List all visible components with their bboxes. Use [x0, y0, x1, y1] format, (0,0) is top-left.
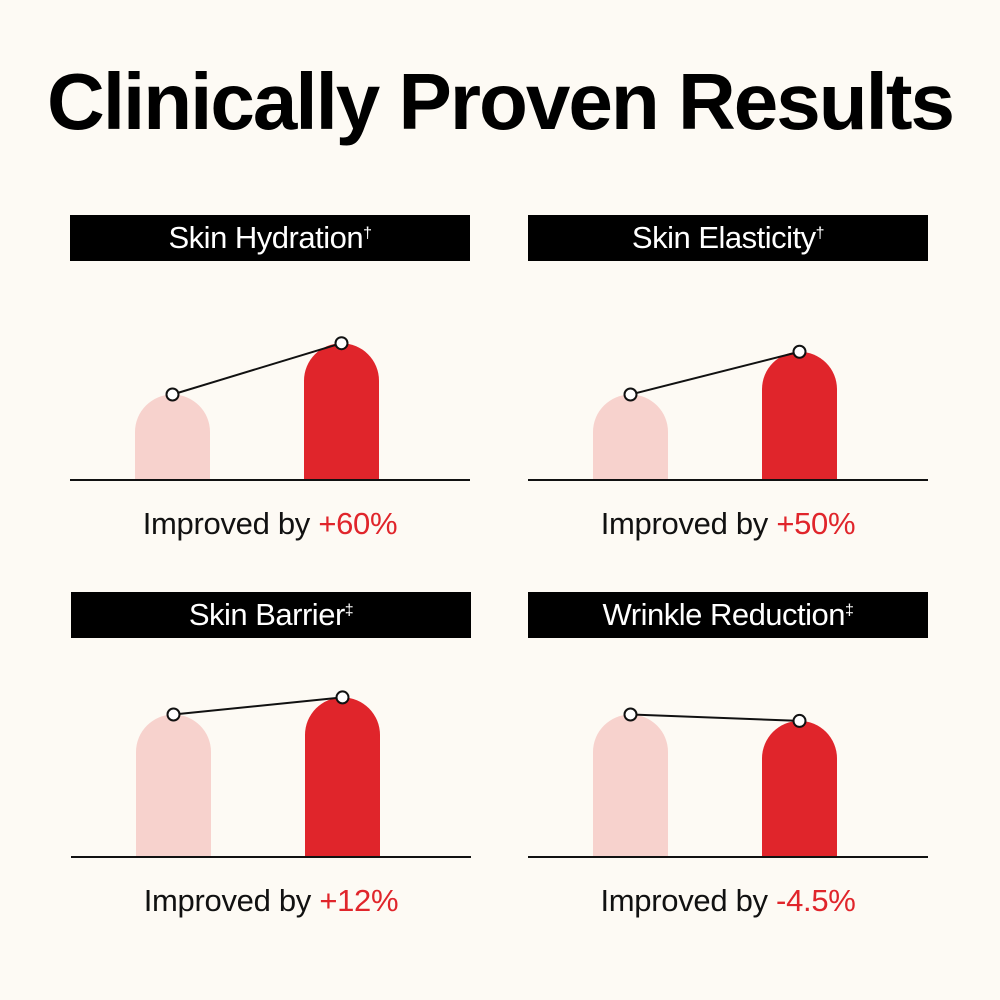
caption-prefix: Improved by [142, 506, 319, 541]
panel-label: Wrinkle Reduction [602, 597, 846, 632]
footnote-mark: ‡ [344, 602, 354, 619]
panel-header: Skin Hydration† [70, 215, 470, 261]
bar-before [135, 394, 210, 480]
marker-before [623, 707, 638, 722]
bar-chart [528, 344, 928, 481]
bar-after [305, 697, 380, 857]
panel-header: Skin Elasticity† [528, 215, 928, 261]
panel-skin-elasticity: Skin Elasticity† Improved by +50% [528, 215, 928, 555]
improvement-value: -4.5% [776, 883, 856, 918]
trend-line [173, 696, 343, 716]
trend-line [172, 342, 342, 396]
bar-before [593, 714, 668, 857]
footnote-mark: † [363, 225, 372, 242]
marker-before [165, 387, 180, 402]
marker-after [792, 713, 807, 728]
bar-chart [71, 690, 471, 858]
improvement-caption: Improved by +60% [70, 506, 470, 542]
caption-prefix: Improved by [600, 506, 777, 541]
improvement-value: +50% [776, 506, 856, 541]
bar-after [304, 343, 379, 480]
bar-after [762, 720, 837, 857]
footnote-mark: † [815, 225, 825, 242]
bar-before [136, 714, 211, 857]
panel-label: Skin Hydration [168, 220, 364, 255]
improvement-value: +60% [318, 506, 398, 541]
improvement-caption: Improved by +50% [528, 506, 928, 542]
footnote-mark: ‡ [845, 602, 854, 619]
panel-label: Skin Elasticity [631, 220, 816, 255]
bar-after [762, 351, 837, 480]
panel-skin-barrier: Skin Barrier‡ Improved by +12% [71, 592, 471, 932]
panel-header: Skin Barrier‡ [71, 592, 471, 638]
panel-header: Wrinkle Reduction‡ [528, 592, 928, 638]
improvement-value: +12% [319, 883, 399, 918]
page-title: Clinically Proven Results [47, 57, 955, 146]
marker-before [623, 387, 638, 402]
bar-chart [528, 707, 928, 858]
panel-wrinkle-reduction: Wrinkle Reduction‡ Improved by -4.5% [528, 592, 928, 932]
caption-prefix: Improved by [600, 883, 777, 918]
trend-line [630, 350, 800, 396]
trend-line [630, 713, 800, 722]
improvement-caption: Improved by +12% [71, 883, 471, 919]
bar-chart [70, 336, 470, 481]
marker-before [166, 707, 181, 722]
caption-prefix: Improved by [143, 883, 320, 918]
improvement-caption: Improved by -4.5% [528, 883, 928, 919]
bar-before [593, 394, 668, 480]
marker-after [334, 336, 349, 351]
panel-skin-hydration: Skin Hydration† Improved by +60% [70, 215, 470, 555]
panel-label: Skin Barrier [188, 597, 345, 632]
marker-after [335, 690, 350, 705]
marker-after [792, 344, 807, 359]
